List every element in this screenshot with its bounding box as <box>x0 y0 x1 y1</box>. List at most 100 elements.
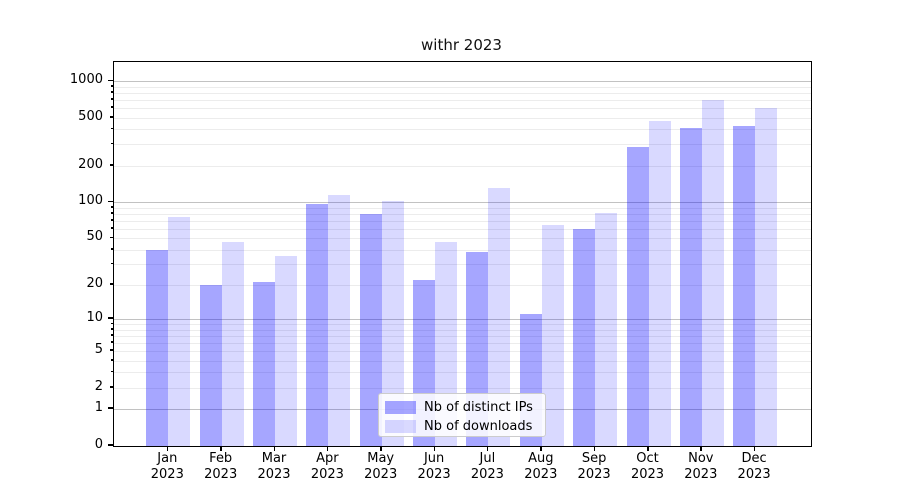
x-tick-mark-jan <box>166 446 169 451</box>
y-tick-label-50: 50 <box>86 229 103 245</box>
y-tick-label-500: 500 <box>78 108 103 124</box>
x-tick-mark-apr <box>326 446 329 451</box>
y-minor-tick-mark-70 <box>110 219 113 221</box>
x-tick-mark-dec <box>753 446 756 451</box>
bar-downloads-jul <box>488 187 511 446</box>
gridline-700 <box>114 99 811 101</box>
legend-swatch-downloads <box>385 419 416 433</box>
legend: Nb of distinct IPs Nb of downloads <box>378 393 546 437</box>
x-tick-label-jun: Jun 2023 <box>417 451 451 482</box>
x-tick-label-dec: Dec 2023 <box>737 451 771 482</box>
gridline-60 <box>114 228 811 230</box>
y-tick-mark-500 <box>109 116 113 118</box>
bar-distinct-ips-oct <box>626 147 649 446</box>
y-tick-mark-1000 <box>108 79 113 81</box>
y-tick-mark-5 <box>109 349 113 351</box>
x-tick-mark-oct <box>647 446 649 451</box>
gridline-8 <box>114 329 811 331</box>
bar-downloads-jan <box>168 217 191 446</box>
y-tick-label-2: 2 <box>94 378 103 394</box>
y-minor-tick-mark-800 <box>110 91 113 93</box>
gridline-50 <box>114 238 811 240</box>
gridline-400 <box>114 129 811 131</box>
y-tick-mark-100 <box>108 200 113 202</box>
x-tick-mark-jul <box>486 446 489 451</box>
x-tick-label-jul: Jul 2023 <box>470 451 504 482</box>
y-tick-mark-0 <box>108 444 113 446</box>
x-tick-label-sep: Sep 2023 <box>577 451 611 482</box>
gridline-30 <box>114 264 811 266</box>
x-tick-label-oct: Oct 2023 <box>630 451 665 482</box>
y-tick-label-0: 0 <box>94 436 103 452</box>
x-tick-label-mar: Mar 2023 <box>257 451 291 482</box>
bar-distinct-ips-feb <box>199 284 222 446</box>
x-tick-mark-aug <box>540 446 542 451</box>
legend-label-downloads: Nb of downloads <box>424 418 533 434</box>
gridline-10 <box>114 319 811 320</box>
y-tick-mark-1 <box>108 407 113 409</box>
gridline-900 <box>114 86 811 88</box>
x-tick-mark-nov <box>700 446 702 451</box>
y-tick-label-1: 1 <box>94 399 103 415</box>
y-minor-tick-mark-600 <box>110 106 113 108</box>
x-tick-mark-jun <box>433 446 436 451</box>
y-tick-label-100: 100 <box>78 193 103 208</box>
y-tick-label-10: 10 <box>86 309 103 325</box>
y-tick-mark-20 <box>109 283 113 285</box>
gridline-90 <box>114 207 811 209</box>
gridline-100 <box>114 202 811 203</box>
y-minor-tick-mark-6 <box>110 341 113 343</box>
legend-item-downloads: Nb of downloads <box>385 418 532 434</box>
x-tick-mark-mar <box>273 446 275 451</box>
bar-downloads-apr <box>328 194 351 446</box>
gridline-9 <box>114 324 811 325</box>
bar-distinct-ips-nov <box>679 128 702 446</box>
bar-distinct-ips-may <box>359 213 382 446</box>
gridline-500 <box>114 117 811 119</box>
y-tick-label-20: 20 <box>86 275 103 291</box>
bar-distinct-ips-dec <box>733 125 756 446</box>
y-tick-label-5: 5 <box>94 341 103 357</box>
bar-downloads-feb <box>221 242 244 446</box>
y-tick-mark-10 <box>108 317 113 319</box>
bar-downloads-nov <box>701 100 724 446</box>
chart-title: withr 2023 <box>421 36 502 54</box>
y-minor-tick-mark-60 <box>110 227 113 229</box>
bar-distinct-ips-sep <box>573 228 596 446</box>
y-tick-mark-50 <box>109 236 113 239</box>
y-minor-tick-mark-30 <box>110 262 113 265</box>
bar-downloads-oct <box>648 121 671 446</box>
bar-distinct-ips-jan <box>146 249 169 446</box>
legend-swatch-distinct-ips <box>385 400 416 414</box>
x-tick-label-jan: Jan 2023 <box>150 451 184 482</box>
gridline-4 <box>114 360 811 362</box>
gridline-3 <box>114 372 811 374</box>
bar-downloads-mar <box>275 256 297 446</box>
gridline-20 <box>114 284 811 286</box>
gridline-70 <box>114 220 811 222</box>
gridline-80 <box>114 213 811 215</box>
y-tick-label-200: 200 <box>78 156 103 172</box>
x-tick-mark-feb <box>220 446 222 451</box>
x-tick-label-nov: Nov 2023 <box>684 451 718 482</box>
x-tick-mark-sep <box>593 446 596 451</box>
gridline-5 <box>114 351 811 352</box>
y-minor-tick-mark-4 <box>110 359 113 361</box>
y-minor-tick-mark-300 <box>110 142 113 145</box>
gridline-300 <box>114 144 811 146</box>
bar-downloads-may <box>381 201 404 446</box>
gridline-800 <box>114 92 811 94</box>
y-minor-tick-mark-3 <box>110 370 113 373</box>
y-minor-tick-mark-7 <box>110 334 113 336</box>
bar-downloads-aug <box>541 225 564 446</box>
y-minor-tick-mark-900 <box>110 85 113 87</box>
bar-distinct-ips-apr <box>306 204 329 446</box>
legend-item-distinct-ips: Nb of distinct IPs <box>385 399 533 415</box>
bar-downloads-sep <box>595 213 618 446</box>
gridline-1000 <box>114 81 811 82</box>
y-tick-mark-200 <box>109 164 113 166</box>
x-tick-mark-may <box>380 446 382 451</box>
y-minor-tick-mark-9 <box>110 322 113 324</box>
x-tick-label-feb: Feb 2023 <box>204 451 238 482</box>
